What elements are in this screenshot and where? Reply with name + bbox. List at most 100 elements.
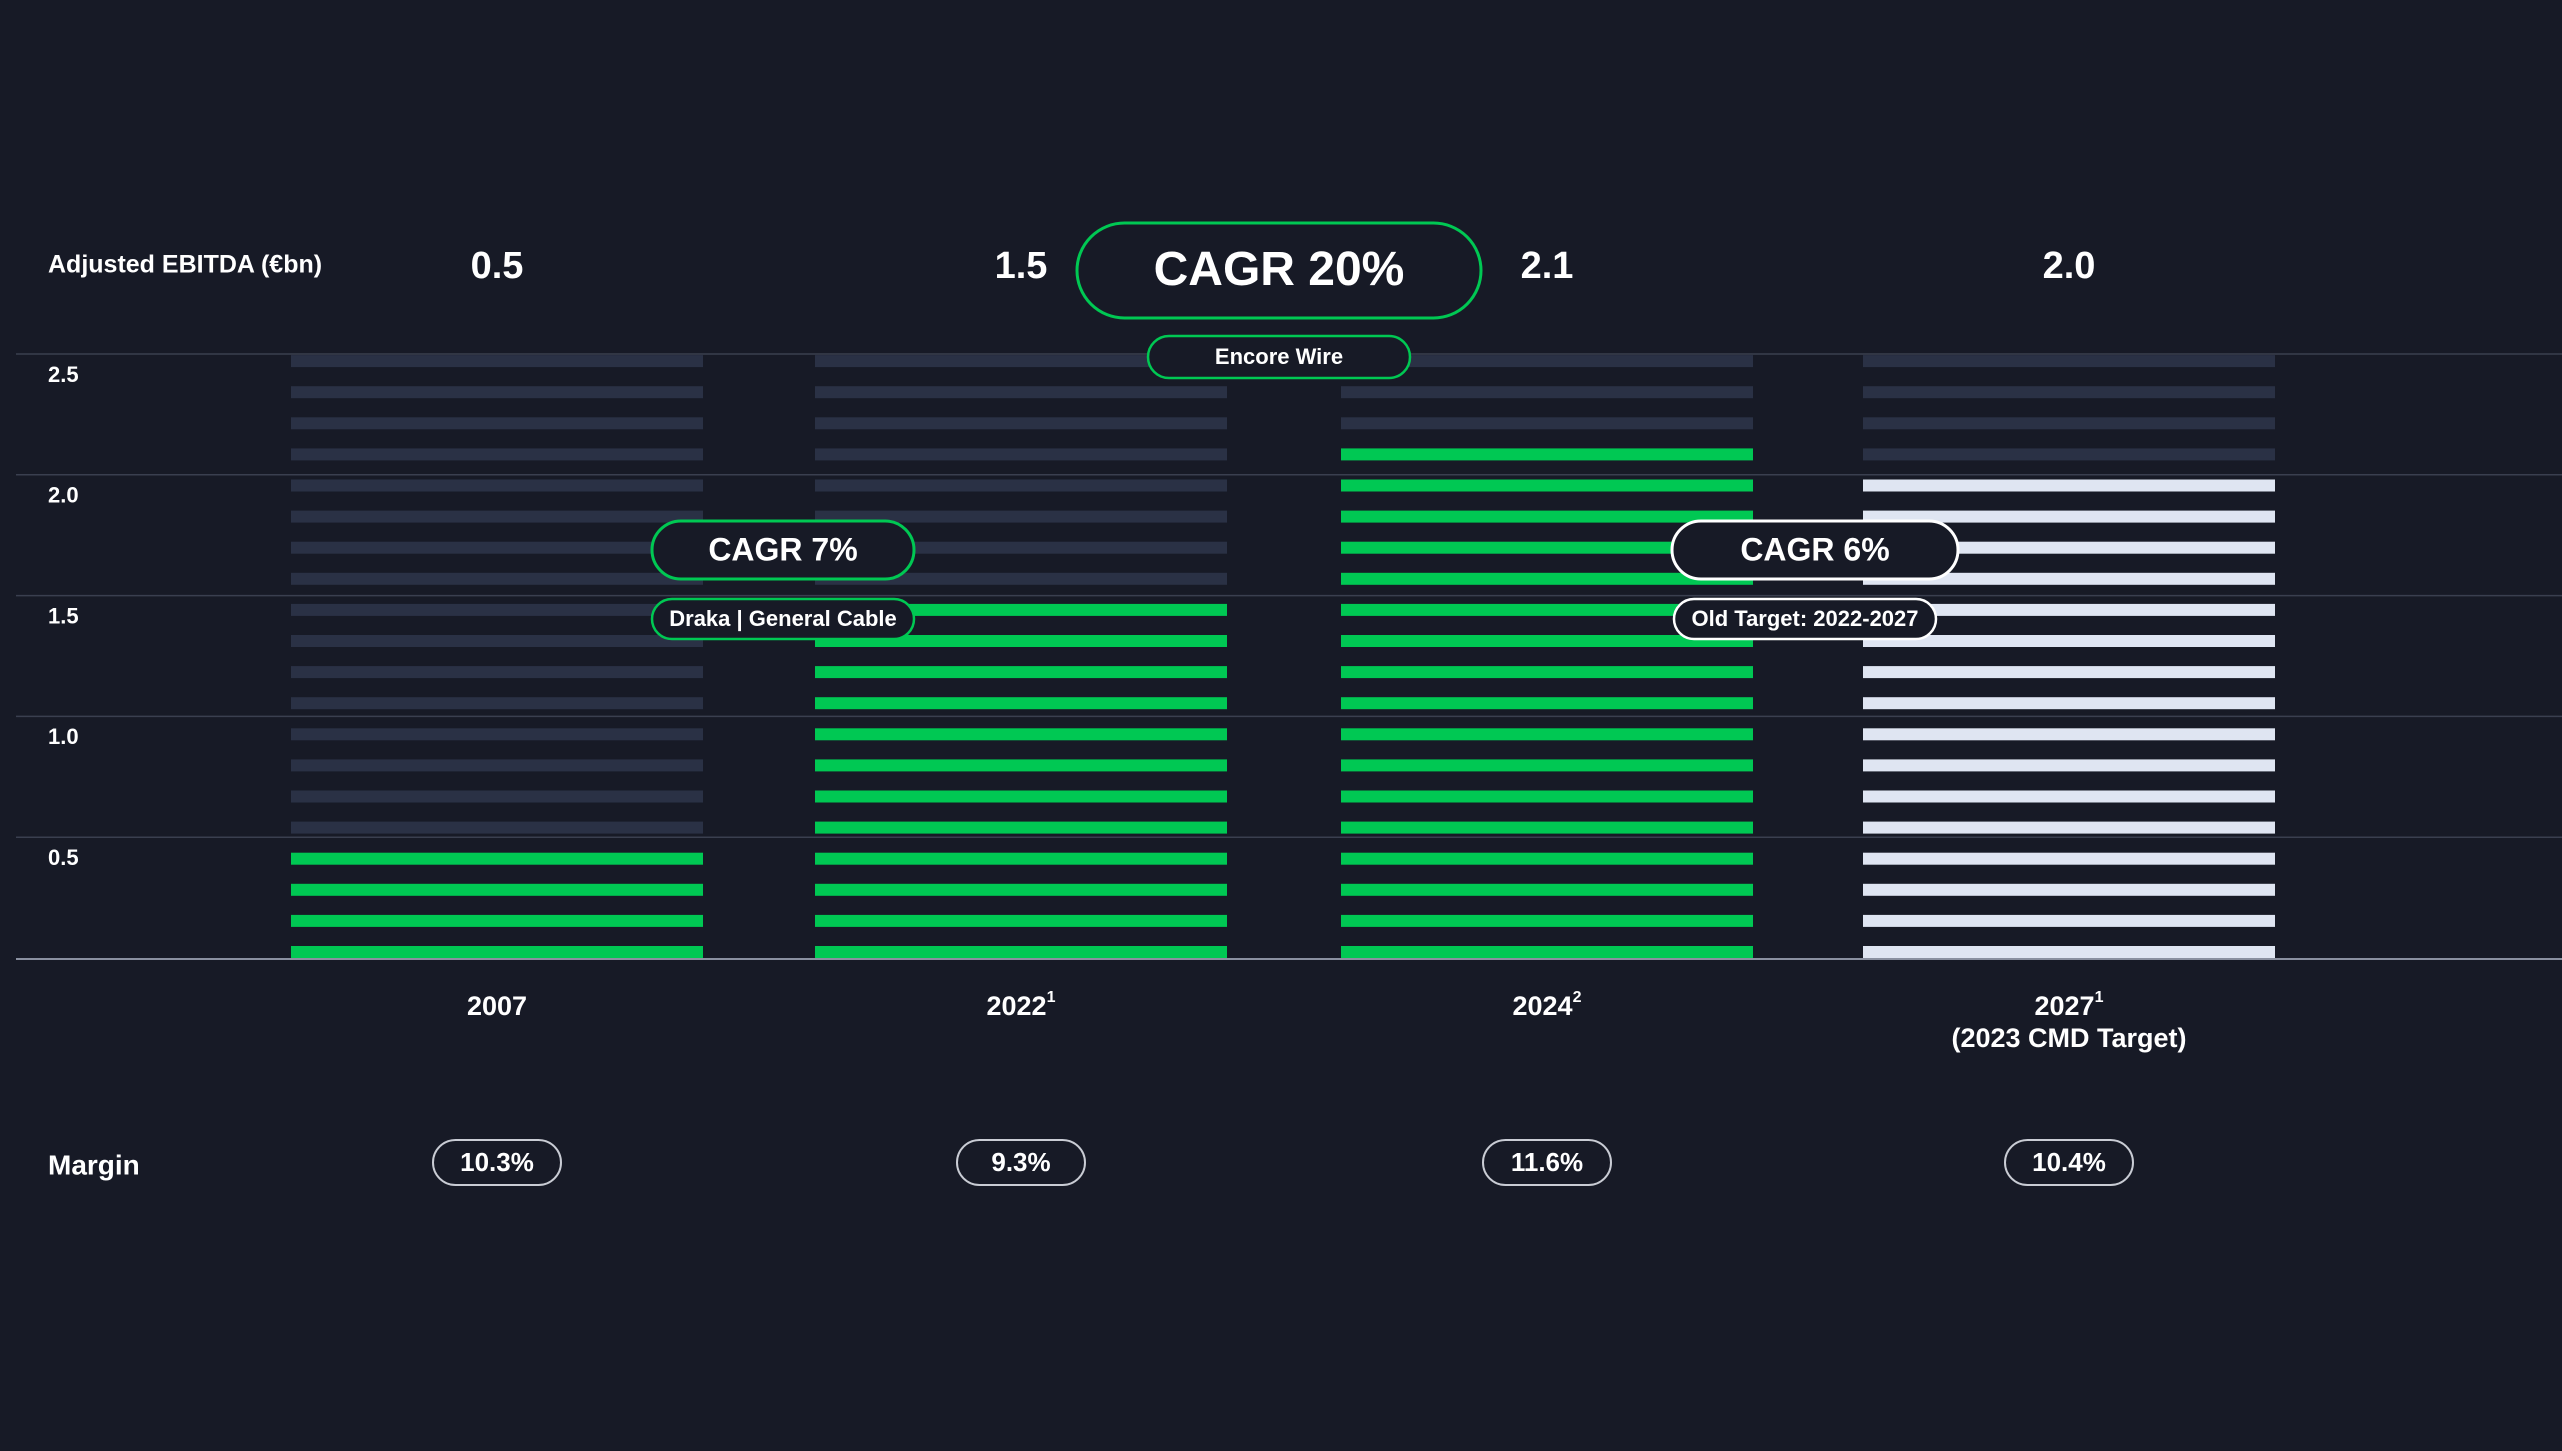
bar-stripe-filled [291, 914, 703, 927]
x-category-sublabel: (2023 CMD Target) [1951, 1023, 2186, 1053]
margin-value: 10.3% [460, 1147, 534, 1177]
y-tick-label: 2.5 [48, 362, 79, 387]
x-category-label: 20242 [1513, 989, 1582, 1021]
cagr-sub-pill [1672, 597, 1938, 641]
cagr-pill [650, 519, 916, 581]
bar-stripe-empty [291, 572, 703, 585]
bar-stripe-filled [1341, 946, 1753, 958]
bar-stripe-filled [1341, 666, 1753, 679]
bar-stripe-empty [291, 510, 703, 523]
bar-stripe-empty [815, 479, 1227, 492]
bar-stripe-filled [1341, 914, 1753, 927]
bar-stripe-filled [291, 883, 703, 896]
bar-stripe-filled [1863, 541, 2275, 554]
bar-stripe-empty [815, 541, 1227, 554]
bar-stripe-filled [1341, 572, 1753, 585]
bar-stripe-filled [1863, 914, 2275, 927]
bar-stripe-empty [291, 386, 703, 399]
cagr-label: CAGR 7% [708, 531, 857, 567]
category-year: 2024 [1513, 991, 1573, 1021]
y-tick-label: 1.5 [48, 603, 79, 628]
bar-stripe-empty [291, 666, 703, 679]
bar-stripe-filled [815, 852, 1227, 865]
bar-stripe-empty [1863, 386, 2275, 399]
y-tick-label: 2.0 [48, 483, 79, 508]
category-year: 2022 [987, 991, 1047, 1021]
margin-pill [432, 1139, 562, 1186]
bar-stripe-empty [291, 448, 703, 461]
bar-value-label: 2.1 [1521, 245, 1574, 287]
bar-stripe-filled [1863, 883, 2275, 896]
bar-stripe-empty [291, 821, 703, 834]
category-year: 2007 [467, 991, 527, 1021]
bar-stripe-filled [1863, 946, 2275, 958]
bar-stripe-filled [1341, 510, 1753, 523]
bar-stripe-filled [1863, 759, 2275, 772]
bar-stripe-filled [1863, 821, 2275, 834]
cagr-sub-pill [1146, 334, 1412, 380]
y-axis-label: Adjusted EBITDA (€bn) [48, 251, 322, 279]
bar-stripe-filled [1863, 666, 2275, 679]
cagr-pill [1075, 221, 1483, 320]
bar-stripe-filled [1863, 510, 2275, 523]
cagr-sub-label: Draka | General Cable [669, 606, 897, 631]
bar-stripe-filled [1341, 448, 1753, 461]
bar-stripe-filled [1863, 603, 2275, 616]
bar-stripe-empty [291, 417, 703, 430]
bar-stripe-empty [815, 386, 1227, 399]
cagr-sub-label: Old Target: 2022-2027 [1691, 606, 1918, 631]
bar-stripe-empty [1863, 417, 2275, 430]
x-category-label: 20271 [2035, 989, 2104, 1021]
category-footnote: 1 [1047, 989, 1056, 1006]
margin-value: 9.3% [991, 1147, 1050, 1177]
bar-stripe-filled [1341, 821, 1753, 834]
margin-value: 11.6% [1511, 1147, 1583, 1177]
bar-stripe-empty [291, 635, 703, 647]
bar-value-label: 0.5 [471, 245, 524, 287]
margin-pill [956, 1139, 1086, 1186]
cagr-label: CAGR 6% [1740, 531, 1889, 567]
bar-stripe-empty [1341, 417, 1753, 430]
bar-stripe-empty [291, 759, 703, 772]
bar-value-label: 1.5 [995, 245, 1048, 287]
bar-stripe-filled [1863, 479, 2275, 492]
margin-value: 10.4% [2032, 1147, 2106, 1177]
category-year: 2027 [2035, 991, 2095, 1021]
bar-stripe-empty [815, 355, 1227, 368]
bar-stripe-empty [291, 479, 703, 492]
bar-stripe-filled [815, 728, 1227, 741]
cagr-pill [1670, 519, 1960, 581]
bar-stripe-empty [291, 603, 703, 616]
bar-stripe-empty [815, 448, 1227, 461]
bar-stripe-filled [1863, 728, 2275, 741]
bar-stripe-empty [815, 417, 1227, 430]
bar-stripe-filled [1863, 790, 2275, 803]
bar-value-label: 2.0 [2043, 245, 2096, 287]
bar-stripe-filled [815, 946, 1227, 958]
x-category-label: 20221 [987, 989, 1056, 1021]
bar-stripe-empty [1863, 355, 2275, 368]
bar-stripe-filled [1341, 790, 1753, 803]
y-tick-label: 1.0 [48, 724, 79, 749]
bar-stripe-filled [1341, 479, 1753, 492]
category-footnote: 1 [2095, 989, 2104, 1006]
margin-label: Margin [48, 1149, 140, 1180]
bar-stripe-filled [1341, 759, 1753, 772]
bar-stripe-filled [1341, 541, 1753, 554]
bar-stripe-empty [815, 510, 1227, 523]
bar-stripe-filled [815, 790, 1227, 803]
bar-stripe-filled [1341, 635, 1753, 647]
bar-stripe-empty [1863, 448, 2275, 461]
bar-stripe-empty [291, 728, 703, 741]
bar-stripe-filled [291, 946, 703, 958]
bar-stripe-filled [1341, 728, 1753, 741]
bar-stripe-empty [291, 541, 703, 554]
bar-stripe-filled [815, 697, 1227, 710]
bar-stripe-empty [1341, 386, 1753, 399]
bar-stripe-filled [1863, 572, 2275, 585]
bar-stripe-filled [1863, 635, 2275, 647]
x-category-label: 2007 [467, 991, 527, 1021]
bar-stripe-filled [815, 666, 1227, 679]
